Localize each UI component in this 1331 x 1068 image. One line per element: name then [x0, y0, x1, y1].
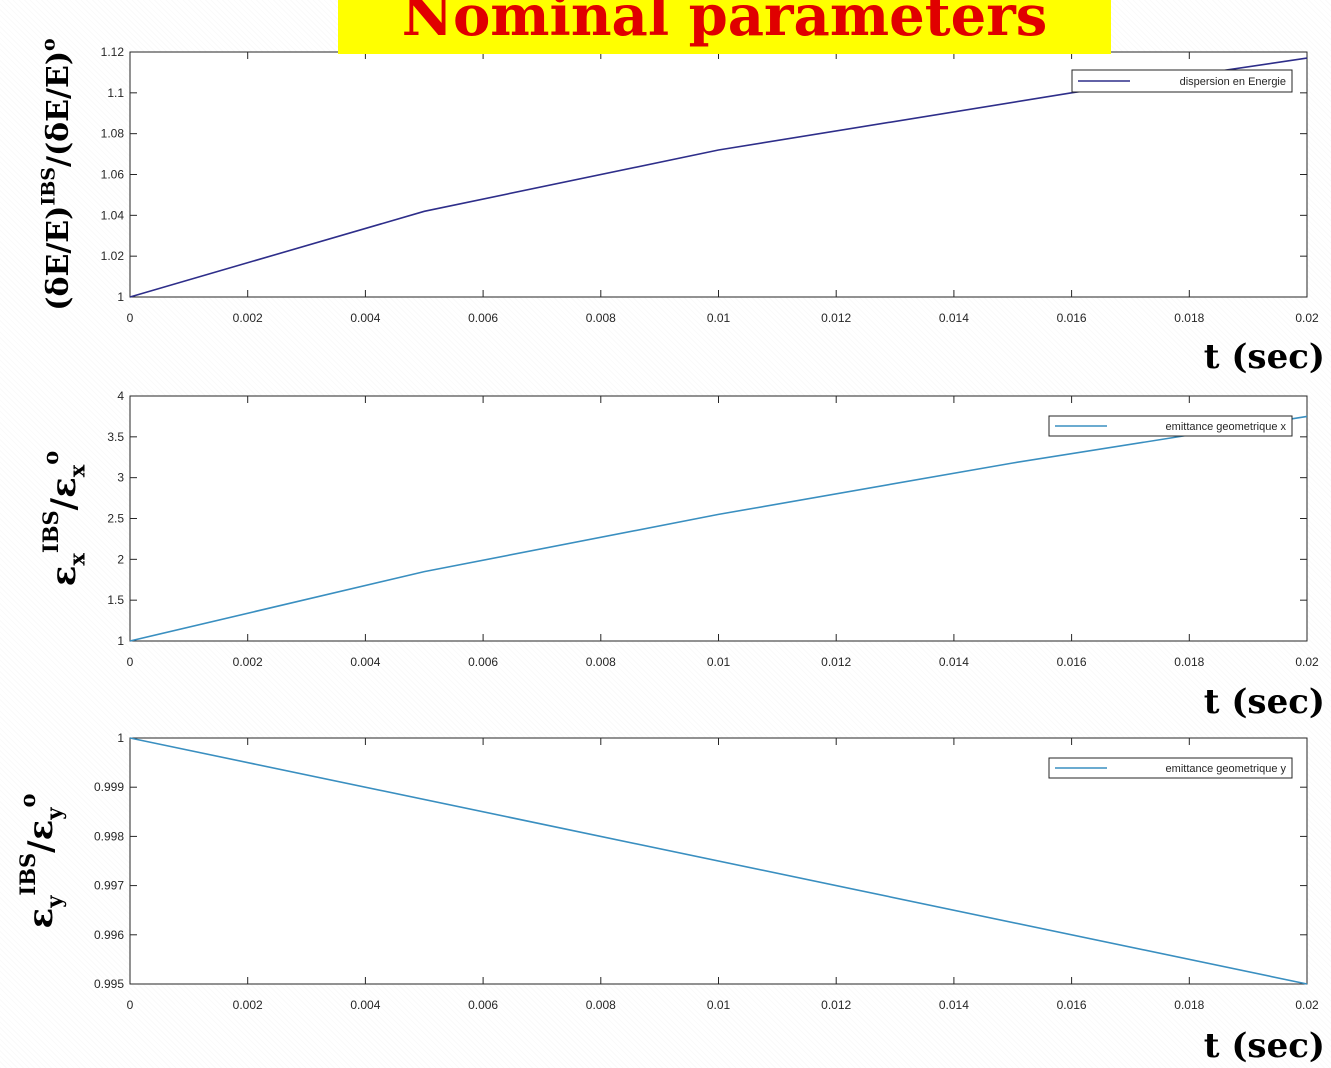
y-tick-label: 4	[117, 389, 124, 403]
x-tick-label: 0.008	[586, 311, 616, 325]
series-line	[129, 737, 1308, 985]
y-tick-label: 0.997	[94, 879, 124, 893]
x-tick-label: 0.002	[233, 311, 263, 325]
legend-box	[1071, 69, 1293, 93]
y-tick-label: 0.999	[94, 780, 124, 794]
y-tick-label: 1	[117, 731, 124, 745]
y-tick-label: 0.998	[94, 829, 124, 843]
y-tick-label: 1.04	[101, 208, 125, 222]
legend-box	[1048, 757, 1293, 779]
series-line	[129, 415, 1308, 642]
legend-box	[1048, 415, 1293, 437]
y-tick-label: 1	[117, 634, 124, 648]
chart-panel-1: 0 0.002 0.004 0.006 0.008 0.01 0.012 0.014 0.016…	[38, 38, 1325, 377]
x-tick-label: 0.012	[821, 655, 851, 669]
x-tick-label: 0.01	[707, 655, 731, 669]
x-tick-label: 0.016	[1057, 998, 1087, 1012]
legend-label: dispersion en Energie	[1180, 76, 1286, 88]
y-tick-label: 1	[117, 290, 124, 304]
y-tick-label: 2	[117, 552, 124, 566]
y-tick-label: 1.5	[107, 593, 124, 607]
y-axis-label: εyIBS/εyo	[15, 794, 66, 929]
x-tick-label: 0.02	[1295, 311, 1319, 325]
x-tick-label: 0.008	[586, 655, 616, 669]
x-tick-label: 0.014	[939, 311, 969, 325]
x-tick-label: 0.01	[707, 311, 731, 325]
x-tick-label: 0.002	[233, 998, 263, 1012]
chart-panel-3: 0 0.002 0.004 0.006 0.008 0.01 0.012 0.014 0.016…	[15, 731, 1325, 1066]
x-tick-label: 0.004	[350, 998, 380, 1012]
y-tick-label: 1.12	[101, 45, 125, 59]
plot-area	[129, 51, 1308, 298]
x-tick-label: 0.01	[707, 998, 731, 1012]
y-tick-label: 0.995	[94, 977, 124, 991]
x-tick-label: 0.014	[939, 998, 969, 1012]
legend-label: emittance geometrique y	[1166, 763, 1287, 775]
page-title: Nominal parameters	[338, 0, 1111, 54]
x-axis-label: t (sec)	[1204, 337, 1325, 377]
x-axis-label: t (sec)	[1204, 682, 1325, 722]
y-tick-label: 3	[117, 471, 124, 485]
y-tick-label: 0.996	[94, 928, 124, 942]
x-tick-label: 0.006	[468, 655, 498, 669]
legend-label: emittance geometrique x	[1166, 421, 1287, 433]
x-tick-label: 0.014	[939, 655, 969, 669]
y-tick-label: 1.06	[101, 168, 125, 182]
x-tick-label: 0.008	[586, 998, 616, 1012]
x-tick-label: 0.018	[1174, 655, 1204, 669]
x-tick-label: 0	[127, 311, 134, 325]
x-tick-label: 0.02	[1295, 998, 1319, 1012]
y-tick-label: 1.08	[101, 127, 125, 141]
plot-area	[129, 395, 1308, 642]
y-tick-label: 1.1	[107, 86, 124, 100]
y-tick-label: 1.02	[101, 249, 125, 263]
x-tick-label: 0.016	[1057, 311, 1087, 325]
x-tick-label: 0.004	[350, 311, 380, 325]
y-tick-label: 2.5	[107, 512, 124, 526]
x-tick-label: 0.018	[1174, 311, 1204, 325]
x-tick-label: 0	[127, 655, 134, 669]
chart-panel-2: 0 0.002 0.004 0.006 0.008 0.01 0.012 0.014 0.016…	[38, 389, 1325, 722]
x-tick-label: 0.018	[1174, 998, 1204, 1012]
x-tick-label: 0.004	[350, 655, 380, 669]
x-tick-label: 0.012	[821, 998, 851, 1012]
y-axis-label: (δE/E)IBS/(δE/E)o	[38, 38, 76, 311]
x-tick-label: 0.012	[821, 311, 851, 325]
x-tick-label: 0	[127, 998, 134, 1012]
x-tick-label: 0.002	[233, 655, 263, 669]
x-tick-label: 0.006	[468, 311, 498, 325]
y-axis-label: εxIBS/εxo	[38, 451, 89, 587]
x-tick-label: 0.006	[468, 998, 498, 1012]
y-tick-label: 3.5	[107, 430, 124, 444]
x-tick-label: 0.016	[1057, 655, 1087, 669]
x-axis-label: t (sec)	[1204, 1026, 1325, 1066]
x-tick-label: 0.02	[1295, 655, 1319, 669]
